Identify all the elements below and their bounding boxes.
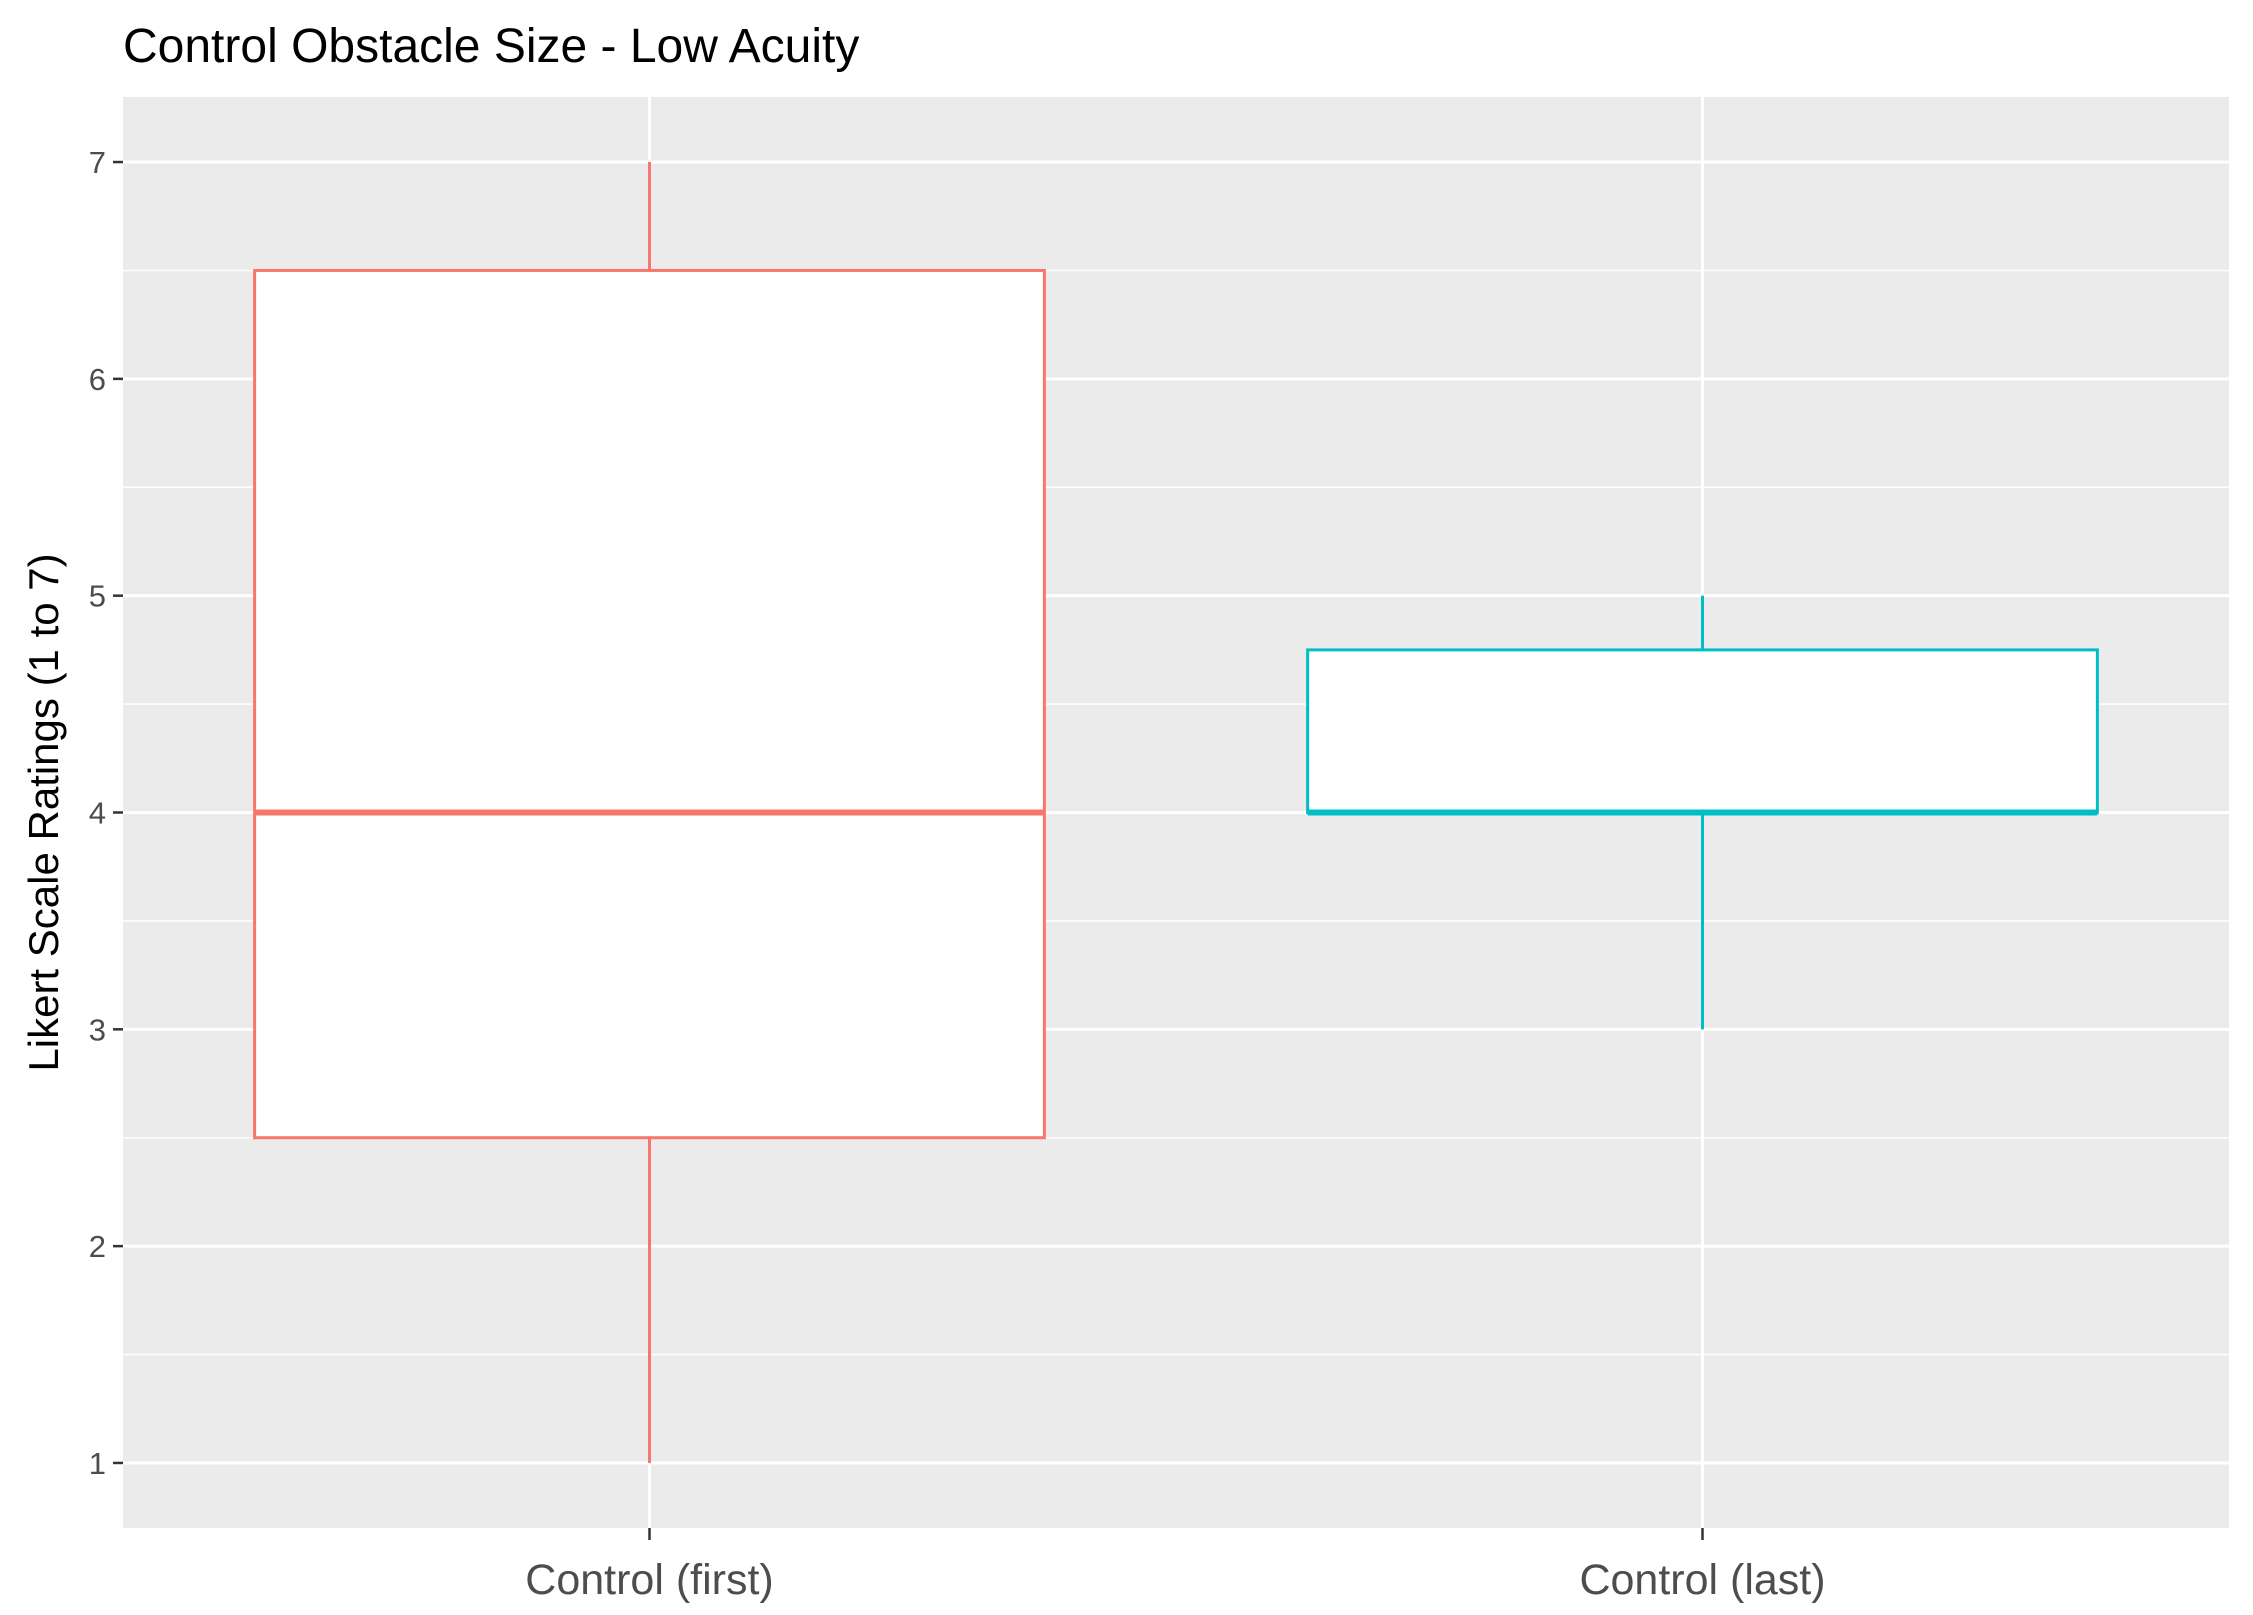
y-tick-label: 4 xyxy=(89,796,106,831)
y-tick-label: 3 xyxy=(89,1012,106,1047)
x-tick-label: Control (first) xyxy=(525,1556,773,1604)
y-tick-label: 2 xyxy=(89,1229,106,1264)
box-iqr xyxy=(253,268,1046,1140)
y-tick-label: 7 xyxy=(89,145,106,180)
box-iqr xyxy=(1306,648,2099,814)
box-group xyxy=(253,162,1046,1463)
y-axis: 1 2 3 4 5 6 7 xyxy=(89,145,123,1481)
box-group xyxy=(1306,595,2099,1030)
boxes xyxy=(253,162,2099,1463)
chart-title: Control Obstacle Size - Low Acuity xyxy=(123,20,859,73)
x-axis: Control (first) Control (last) xyxy=(525,1528,1826,1604)
y-tick-label: 5 xyxy=(89,579,106,614)
y-axis-title: Likert Scale Ratings (1 to 7) xyxy=(20,553,67,1071)
y-tick-label: 6 xyxy=(89,362,106,397)
x-tick-label: Control (last) xyxy=(1579,1556,1825,1604)
y-tick-label: 1 xyxy=(89,1446,106,1481)
